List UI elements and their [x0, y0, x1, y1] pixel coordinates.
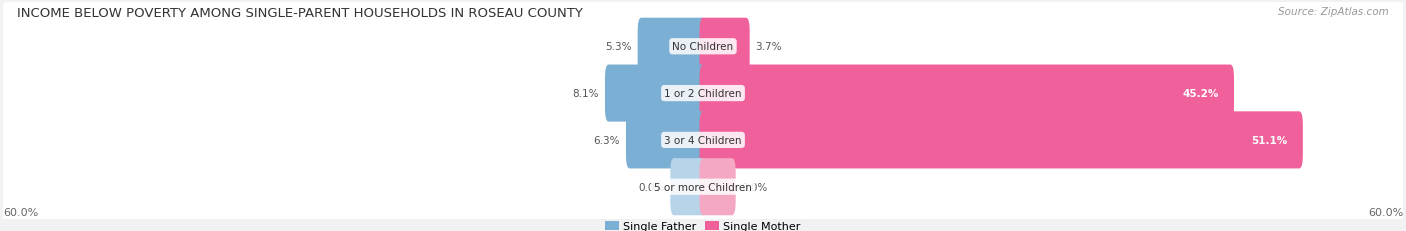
Text: Source: ZipAtlas.com: Source: ZipAtlas.com — [1278, 7, 1389, 17]
FancyBboxPatch shape — [0, 96, 1406, 185]
FancyBboxPatch shape — [700, 112, 1303, 169]
FancyBboxPatch shape — [671, 158, 706, 215]
Text: 6.3%: 6.3% — [593, 135, 620, 145]
FancyBboxPatch shape — [0, 143, 1406, 231]
Text: 3 or 4 Children: 3 or 4 Children — [664, 135, 742, 145]
Text: 5 or more Children: 5 or more Children — [654, 182, 752, 192]
FancyBboxPatch shape — [0, 3, 1406, 91]
Text: INCOME BELOW POVERTY AMONG SINGLE-PARENT HOUSEHOLDS IN ROSEAU COUNTY: INCOME BELOW POVERTY AMONG SINGLE-PARENT… — [17, 7, 582, 20]
FancyBboxPatch shape — [638, 19, 706, 76]
Text: 51.1%: 51.1% — [1251, 135, 1288, 145]
FancyBboxPatch shape — [605, 65, 706, 122]
FancyBboxPatch shape — [700, 19, 749, 76]
Text: 60.0%: 60.0% — [3, 208, 38, 218]
Text: 0.0%: 0.0% — [741, 182, 768, 192]
Text: 3.7%: 3.7% — [755, 42, 782, 52]
FancyBboxPatch shape — [626, 112, 706, 169]
FancyBboxPatch shape — [700, 158, 735, 215]
Text: 5.3%: 5.3% — [606, 42, 631, 52]
Text: 45.2%: 45.2% — [1182, 89, 1219, 99]
Text: 0.0%: 0.0% — [638, 182, 665, 192]
Text: 1 or 2 Children: 1 or 2 Children — [664, 89, 742, 99]
FancyBboxPatch shape — [700, 65, 1234, 122]
FancyBboxPatch shape — [0, 49, 1406, 138]
Text: No Children: No Children — [672, 42, 734, 52]
Text: 8.1%: 8.1% — [572, 89, 599, 99]
Legend: Single Father, Single Mother: Single Father, Single Mother — [606, 221, 800, 231]
Text: 60.0%: 60.0% — [1368, 208, 1403, 218]
